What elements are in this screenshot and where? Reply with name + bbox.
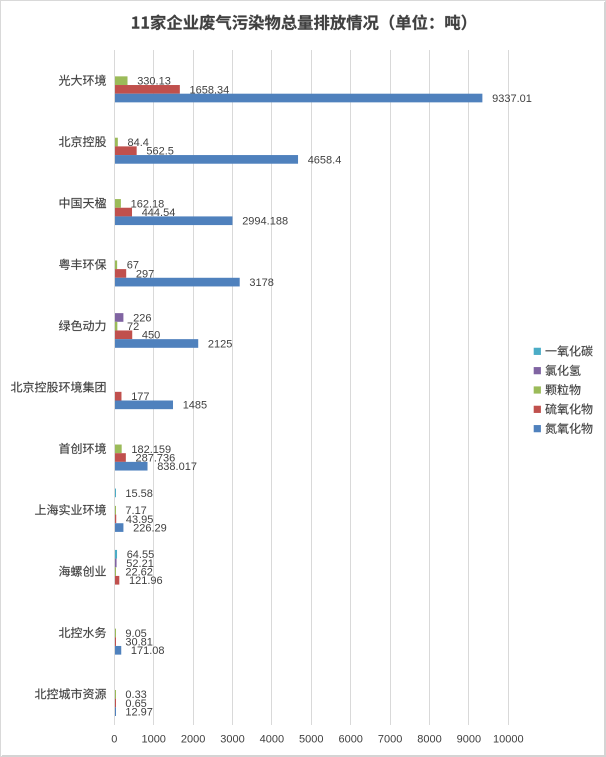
svg-text:1658.34: 1658.34 bbox=[190, 84, 230, 96]
svg-text:121.96: 121.96 bbox=[129, 575, 163, 587]
svg-text:52.21: 52.21 bbox=[126, 558, 154, 570]
svg-text:2994.188: 2994.188 bbox=[242, 216, 288, 228]
svg-text:226.29: 226.29 bbox=[133, 523, 167, 535]
svg-text:287.736: 287.736 bbox=[136, 452, 176, 464]
svg-text:84.4: 84.4 bbox=[128, 137, 149, 149]
svg-text:4658.4: 4658.4 bbox=[308, 154, 342, 166]
svg-text:72: 72 bbox=[127, 321, 139, 333]
svg-text:9000: 9000 bbox=[457, 734, 481, 746]
svg-text:444.54: 444.54 bbox=[142, 207, 176, 219]
svg-text:1485: 1485 bbox=[183, 400, 207, 412]
svg-text:7000: 7000 bbox=[378, 734, 402, 746]
svg-text:0.33: 0.33 bbox=[125, 689, 146, 701]
svg-text:2125: 2125 bbox=[208, 338, 232, 350]
svg-text:4000: 4000 bbox=[260, 734, 284, 746]
svg-text:0.65: 0.65 bbox=[125, 698, 146, 710]
svg-text:9.05: 9.05 bbox=[125, 628, 146, 640]
svg-text:182.159: 182.159 bbox=[131, 444, 171, 456]
svg-text:3000: 3000 bbox=[220, 734, 244, 746]
svg-text:450: 450 bbox=[142, 330, 160, 342]
svg-text:562.5: 562.5 bbox=[146, 146, 174, 158]
svg-text:838.017: 838.017 bbox=[157, 461, 197, 473]
svg-text:43.95: 43.95 bbox=[126, 514, 154, 526]
svg-text:171.08: 171.08 bbox=[131, 645, 165, 657]
svg-text:1000: 1000 bbox=[141, 734, 165, 746]
svg-text:0: 0 bbox=[111, 734, 117, 746]
svg-text:64.55: 64.55 bbox=[127, 549, 155, 561]
svg-text:177: 177 bbox=[131, 391, 149, 403]
svg-text:12.97: 12.97 bbox=[125, 707, 153, 719]
svg-text:22.62: 22.62 bbox=[125, 567, 153, 579]
svg-text:15.58: 15.58 bbox=[125, 488, 153, 500]
svg-text:10000: 10000 bbox=[493, 734, 524, 746]
svg-text:226: 226 bbox=[133, 312, 151, 324]
svg-text:3178: 3178 bbox=[249, 277, 273, 289]
svg-text:162.18: 162.18 bbox=[131, 198, 165, 210]
svg-text:330.13: 330.13 bbox=[137, 76, 171, 88]
svg-text:297: 297 bbox=[136, 268, 154, 280]
svg-text:5000: 5000 bbox=[299, 734, 323, 746]
svg-text:6000: 6000 bbox=[338, 734, 362, 746]
svg-text:7.17: 7.17 bbox=[125, 505, 146, 517]
svg-text:67: 67 bbox=[127, 260, 139, 272]
svg-text:2000: 2000 bbox=[181, 734, 205, 746]
svg-text:9337.01: 9337.01 bbox=[492, 93, 532, 105]
svg-text:8000: 8000 bbox=[417, 734, 441, 746]
svg-text:30.81: 30.81 bbox=[125, 637, 153, 649]
